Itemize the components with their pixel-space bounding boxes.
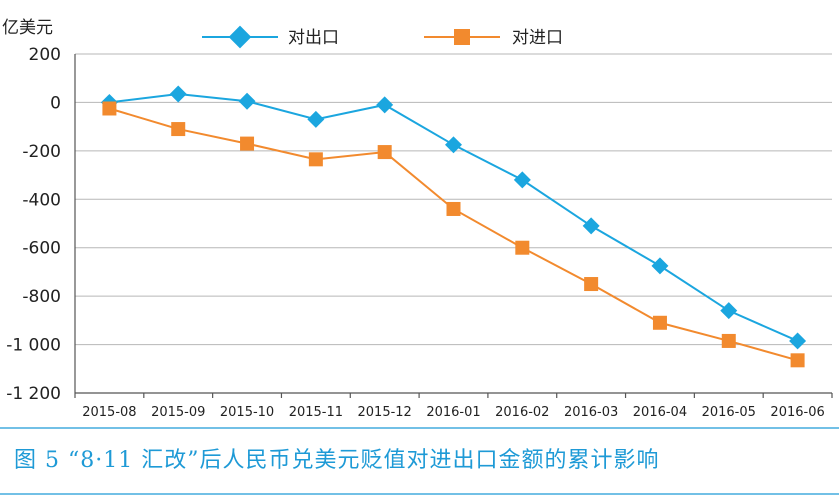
data-point-export [513,171,531,189]
x-tick-label: 2016-01 [426,405,480,420]
data-point-export [582,217,600,235]
x-tick-label: 2015-11 [289,405,343,420]
x-tick-label: 2016-02 [495,405,549,420]
y-tick-label: -800 [22,287,61,307]
y-axis-label: 亿美元 [2,18,53,38]
data-point-import [584,277,599,292]
legend-marker-export [228,25,252,49]
y-tick-label: -1 200 [6,384,61,404]
data-point-import [446,201,461,216]
y-tick-label: -200 [22,142,61,162]
data-point-import [721,333,736,348]
x-tick-label: 2015-08 [82,405,136,420]
data-point-export [238,92,256,110]
data-point-import [308,152,323,167]
data-point-import [377,145,392,160]
data-point-import [240,136,255,151]
data-point-export [651,257,669,275]
legend: 对出口 对进口 [202,25,563,49]
y-tick-label: -400 [22,190,61,210]
x-tick-label: 2015-12 [358,405,412,420]
data-point-export [720,302,738,320]
data-point-import [515,240,530,255]
data-point-import [102,101,117,116]
legend-label-export: 对出口 [288,28,339,48]
y-axis-ticks: 200 0 -200 -400 -600 -800 -1 000 -1 200 [6,45,61,404]
data-point-export [445,136,462,154]
data-point-import [790,353,805,368]
data-point-export [169,85,187,103]
series-layer [100,85,807,368]
y-tick-label: 200 [29,45,61,65]
x-tick-label: 2016-06 [770,405,824,420]
x-tick-label: 2015-10 [220,405,274,420]
figure-caption: 图 5 “8·11 汇改”后人民币兑美元贬值对进出口金额的累计影响 [14,448,659,473]
data-point-import [652,315,667,330]
x-tick-label: 2015-09 [151,405,205,420]
y-tick-label: 0 [50,93,61,113]
x-axis-ticks: 2015-08 2015-09 2015-10 2015-11 2015-12 2016-… [74,393,833,420]
data-point-import [171,122,186,137]
series-line-export [109,92,798,342]
y-tick-label: -1 000 [6,336,61,356]
data-point-export [307,110,325,128]
legend-label-import: 对进口 [512,28,563,48]
x-tick-label: 2016-04 [633,405,687,420]
grid-layer [74,53,832,394]
x-tick-label: 2016-03 [564,405,618,420]
data-point-export [376,96,394,114]
x-tick-label: 2016-05 [702,405,756,420]
data-point-export [789,332,807,350]
y-tick-label: -600 [22,239,61,259]
legend-marker-import [454,29,470,45]
